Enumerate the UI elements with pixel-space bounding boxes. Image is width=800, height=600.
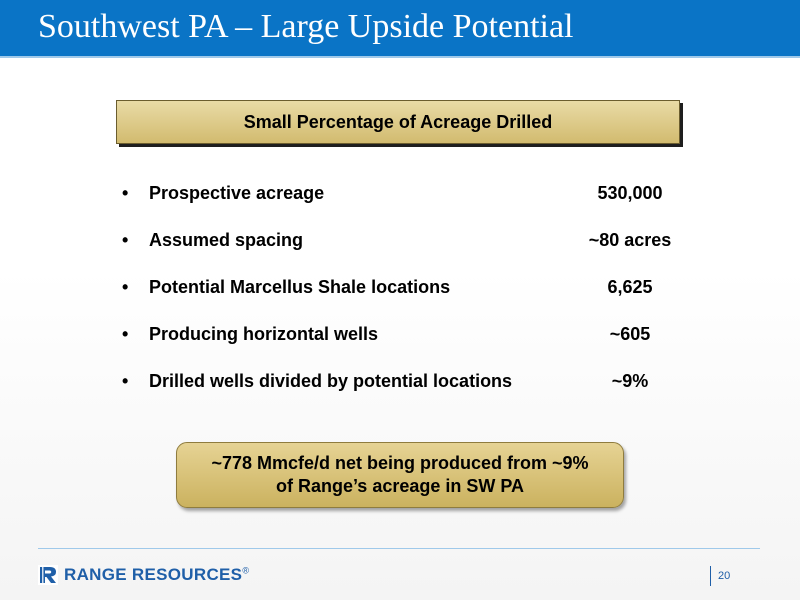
bullet-icon: •	[122, 324, 129, 344]
list-item: • Assumed spacing ~80 acres	[120, 221, 680, 268]
slide-title: Southwest PA – Large Upside Potential	[38, 8, 574, 45]
section-heading: Small Percentage of Acreage Drilled	[243, 111, 553, 132]
title-divider	[0, 56, 800, 58]
section-heading-box: Small Percentage of Acreage Drilled	[116, 100, 680, 144]
callout-line-2: of Range’s acreage in SW PA	[275, 476, 525, 496]
list-item: • Drilled wells divided by potential loc…	[120, 362, 680, 409]
bullet-icon: •	[122, 277, 129, 297]
company-logo: RANGE RESOURCES®	[38, 564, 249, 586]
callout-box: ~778 Mmcfe/d net being produced from ~9%…	[176, 442, 624, 508]
row-value: 530,000	[597, 183, 663, 203]
row-value: ~80 acres	[588, 230, 672, 250]
bullet-icon: •	[122, 230, 129, 250]
list-item: • Prospective acreage 530,000	[120, 174, 680, 221]
row-value: ~605	[609, 324, 651, 344]
row-value: 6,625	[607, 277, 653, 297]
title-bar: Southwest PA – Large Upside Potential	[0, 0, 800, 56]
callout-line-1: ~778 Mmcfe/d net being produced from ~9%	[211, 453, 589, 473]
row-label: Potential Marcellus Shale locations	[149, 277, 451, 297]
row-label: Drilled wells divided by potential locat…	[149, 371, 513, 391]
page-number: 20	[718, 570, 731, 582]
bullet-list: • Prospective acreage 530,000 • Assumed …	[120, 174, 680, 409]
bullet-icon: •	[122, 183, 129, 203]
row-value: ~9%	[611, 371, 649, 391]
row-label: Assumed spacing	[149, 230, 304, 250]
row-label: Producing horizontal wells	[149, 324, 379, 344]
bullet-icon: •	[122, 371, 129, 391]
list-item: • Producing horizontal wells ~605	[120, 315, 680, 362]
logo-text: RANGE RESOURCES®	[64, 565, 250, 584]
footer-divider	[38, 548, 760, 549]
row-label: Prospective acreage	[149, 183, 325, 203]
range-logo-icon	[38, 565, 58, 585]
page-number-divider	[710, 566, 711, 586]
list-item: • Potential Marcellus Shale locations 6,…	[120, 268, 680, 315]
